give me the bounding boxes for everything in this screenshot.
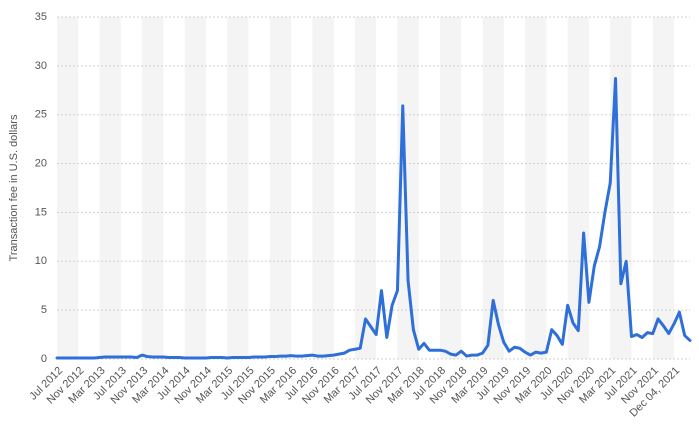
band — [397, 17, 419, 359]
y-tick-label: 25 — [35, 109, 47, 121]
band — [567, 17, 589, 359]
band — [525, 17, 547, 359]
band — [142, 17, 164, 359]
band — [57, 17, 79, 359]
bands — [57, 17, 675, 359]
band — [652, 17, 675, 359]
data-line — [55, 77, 692, 360]
y-tick-label: 15 — [35, 206, 47, 218]
band — [439, 17, 462, 359]
band — [354, 17, 377, 359]
y-axis-label: Transaction fee in U.S. dollars — [8, 114, 20, 261]
y-tick-label: 20 — [35, 157, 47, 169]
y-tick-label: 10 — [35, 255, 47, 267]
band — [227, 17, 249, 359]
band — [482, 17, 504, 359]
y-tick-label: 35 — [35, 11, 47, 23]
band — [312, 17, 334, 359]
y-tick-label: 0 — [41, 353, 47, 365]
y-tick-label: 30 — [35, 60, 47, 72]
band — [184, 17, 206, 359]
y-tick-label: 5 — [41, 304, 47, 316]
band — [99, 17, 121, 359]
band — [269, 17, 292, 359]
